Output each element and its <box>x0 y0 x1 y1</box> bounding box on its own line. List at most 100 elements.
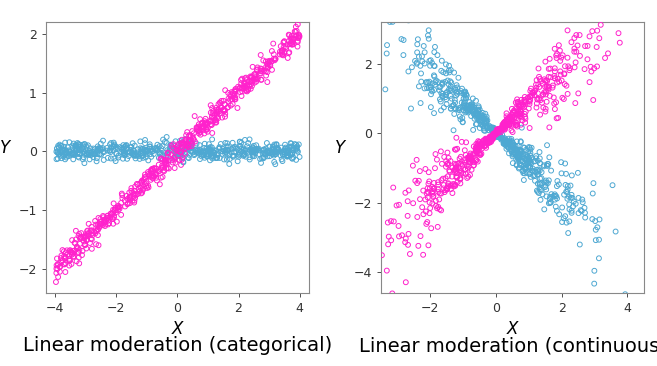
Point <box>288 145 298 151</box>
Point <box>483 135 493 141</box>
Point <box>51 279 61 285</box>
Point <box>551 52 562 58</box>
Point <box>403 198 413 204</box>
Point <box>210 117 221 123</box>
Point <box>214 111 225 117</box>
Point <box>189 137 199 142</box>
Point <box>212 155 222 161</box>
Point <box>201 121 212 127</box>
Point <box>519 99 530 105</box>
Point <box>152 142 163 147</box>
Point <box>588 180 599 186</box>
Point <box>559 71 570 76</box>
Point <box>60 269 70 275</box>
Point <box>143 171 154 177</box>
Point <box>514 165 524 171</box>
Point <box>232 105 242 111</box>
Point <box>154 151 165 157</box>
Point <box>475 152 486 158</box>
Point <box>514 112 524 118</box>
Point <box>254 147 265 153</box>
Point <box>464 108 474 114</box>
Point <box>503 117 514 123</box>
Point <box>141 180 152 186</box>
Point <box>206 148 216 154</box>
Point <box>60 147 70 153</box>
Point <box>478 123 488 128</box>
Point <box>187 134 198 139</box>
Point <box>194 146 204 152</box>
Point <box>64 258 75 264</box>
Point <box>51 270 62 276</box>
Point <box>181 137 191 143</box>
Point <box>124 149 135 154</box>
Point <box>475 143 486 149</box>
Point <box>180 145 191 151</box>
Point <box>520 120 530 126</box>
Point <box>489 132 500 138</box>
Point <box>543 66 554 72</box>
Point <box>519 145 530 151</box>
Point <box>141 148 152 154</box>
Point <box>493 133 504 139</box>
Point <box>382 0 393 6</box>
Point <box>242 76 252 82</box>
Point <box>279 50 290 56</box>
Point <box>248 153 258 159</box>
Point <box>128 150 139 156</box>
Point <box>415 196 425 202</box>
Point <box>533 167 543 172</box>
Point <box>380 86 390 92</box>
Point <box>160 139 170 145</box>
Point <box>238 83 248 89</box>
Point <box>61 151 72 157</box>
Point <box>543 161 553 167</box>
Point <box>183 145 193 151</box>
Point <box>68 251 78 257</box>
Point <box>524 171 535 177</box>
Point <box>269 153 279 158</box>
Point <box>467 108 478 114</box>
Point <box>196 126 207 132</box>
Point <box>211 109 221 115</box>
Point <box>526 145 537 151</box>
Point <box>482 124 492 130</box>
Point <box>507 138 517 144</box>
Point <box>495 134 506 140</box>
Point <box>424 58 435 64</box>
Point <box>399 17 409 23</box>
Point <box>451 168 461 174</box>
Point <box>229 149 239 155</box>
Point <box>526 93 536 99</box>
Point <box>509 108 519 113</box>
Point <box>449 111 459 117</box>
Point <box>474 107 485 112</box>
Point <box>214 155 225 161</box>
Point <box>515 113 526 119</box>
Point <box>514 153 525 159</box>
Point <box>502 119 512 125</box>
Point <box>187 148 197 154</box>
Point <box>209 112 219 118</box>
Point <box>99 220 110 225</box>
Point <box>429 49 440 55</box>
Point <box>408 200 419 206</box>
Point <box>545 56 555 62</box>
Point <box>99 220 110 226</box>
Point <box>531 153 541 159</box>
Point <box>551 55 562 61</box>
Point <box>440 175 451 181</box>
Point <box>76 234 86 240</box>
Point <box>503 141 514 146</box>
Point <box>636 324 646 330</box>
Point <box>468 96 478 101</box>
Point <box>491 129 502 135</box>
Point <box>268 151 279 157</box>
Point <box>219 101 230 107</box>
Point <box>283 150 294 156</box>
Point <box>384 234 394 240</box>
Point <box>387 291 397 296</box>
Point <box>197 152 208 158</box>
Point <box>64 153 74 159</box>
Point <box>287 156 298 162</box>
